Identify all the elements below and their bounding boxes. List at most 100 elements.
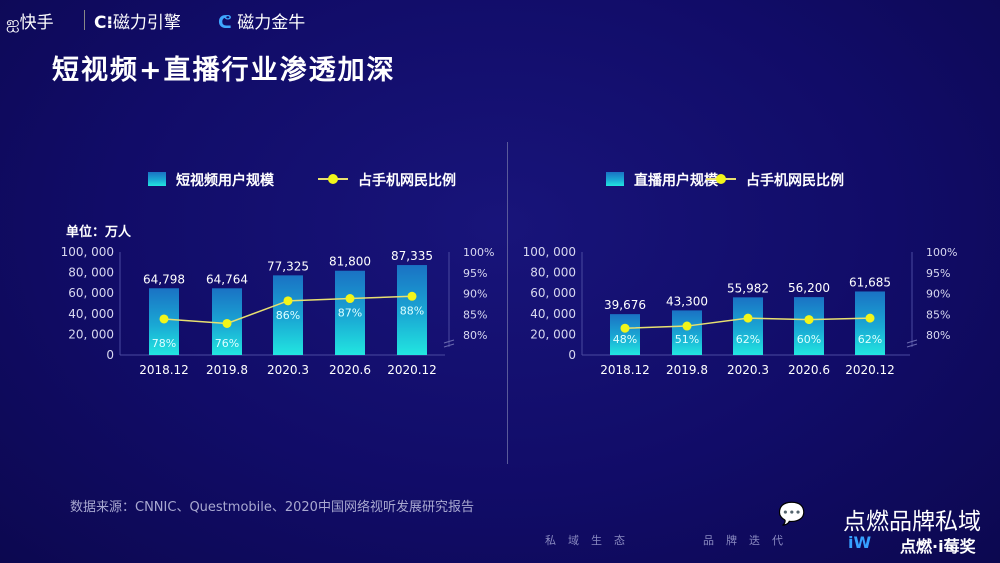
x-tick: 2020.6: [329, 363, 371, 377]
x-tick: 2019.8: [666, 363, 708, 377]
bar: [397, 265, 427, 355]
legend-bar-label: 直播用户规模: [634, 172, 719, 189]
legend-bar-swatch: [148, 172, 166, 186]
ratio-label: 62%: [736, 333, 760, 346]
y-right-tick: 80%: [926, 329, 950, 342]
y-left-tick: 20, 000: [530, 327, 576, 341]
bar-value-label: 61,685: [849, 275, 891, 289]
y-right-tick: 90%: [463, 288, 487, 301]
legend-line-label: 占手机网民比例: [746, 172, 844, 189]
wechat-icon: 💬: [778, 502, 806, 527]
x-tick: 2018.12: [600, 363, 650, 377]
y-left-tick: 100, 000: [61, 245, 114, 259]
x-tick: 2020.12: [845, 363, 895, 377]
ratio-point: [865, 313, 875, 323]
bar: [733, 297, 763, 355]
legend-line-marker: [328, 174, 338, 184]
bar-value-label: 87,335: [391, 249, 433, 263]
legend-line-marker: [716, 174, 726, 184]
bar-value-label: 55,982: [727, 281, 769, 295]
chart-divider: [507, 142, 508, 464]
ratio-point: [159, 314, 169, 324]
bar: [672, 310, 702, 355]
bar: [273, 275, 303, 355]
x-tick: 2019.8: [206, 363, 248, 377]
kuaishou-icon: ஐ: [6, 13, 20, 33]
y-left-tick: 20, 000: [68, 327, 114, 341]
y-right-tick: 90%: [926, 288, 950, 301]
footer-tagline-right: 品牌迭代: [703, 534, 795, 547]
y-right-tick: 95%: [463, 267, 487, 280]
y-right-tick: 85%: [926, 308, 950, 321]
y-left-tick: 60, 000: [68, 286, 114, 300]
x-tick: 2018.12: [139, 363, 189, 377]
ratio-label: 87%: [338, 307, 362, 320]
bar-value-label: 43,300: [666, 294, 708, 308]
cili-engine-logo: C⁝磁力引擎: [94, 13, 181, 33]
bar-value-label: 77,325: [267, 259, 309, 273]
ratio-point: [620, 323, 630, 333]
ratio-point: [743, 313, 753, 323]
bar: [794, 297, 824, 355]
ratio-label: 78%: [152, 337, 176, 350]
bar-value-label: 39,676: [604, 298, 646, 312]
bar: [855, 291, 885, 355]
y-right-tick: 100%: [926, 246, 957, 259]
bar: [610, 314, 640, 355]
y-left-tick: 100, 000: [523, 245, 576, 259]
bar-value-label: 81,800: [329, 255, 371, 269]
x-tick: 2020.3: [267, 363, 309, 377]
y-left-tick: 80, 000: [530, 266, 576, 280]
ratio-label: 86%: [276, 309, 300, 322]
y-left-tick: 0: [568, 348, 576, 362]
y-left-tick: 40, 000: [68, 307, 114, 321]
unit-label: 单位：万人: [66, 224, 132, 240]
footer-tagline-left: 私域生态: [545, 534, 637, 547]
award-logo: iW 点燃·i莓奖: [848, 533, 976, 556]
axis-break-mark: [906, 339, 918, 348]
y-left-tick: 80, 000: [68, 266, 114, 280]
bull-icon: ᕦ: [218, 13, 232, 33]
x-tick: 2020.3: [727, 363, 769, 377]
ratio-label: 76%: [215, 337, 239, 350]
ratio-label: 48%: [613, 333, 637, 346]
ratio-point: [283, 296, 293, 306]
bar-value-label: 64,764: [206, 272, 248, 286]
legend-line-label: 占手机网民比例: [358, 172, 456, 189]
ratio-label: 60%: [797, 333, 821, 346]
y-right-tick: 95%: [926, 267, 950, 280]
x-tick: 2020.6: [788, 363, 830, 377]
live-stream-chart: 直播用户规模 占手机网民比例 0 20, 000 40, 000 60, 000 80, 0…: [523, 172, 957, 377]
data-source: 数据来源：CNNIC、Questmobile、2020中国网络视听发展研究报告: [70, 500, 474, 515]
bar-value-label: 56,200: [788, 281, 830, 295]
wechat-account: 💬 点燃品牌私域: [778, 502, 981, 535]
bar-value-label: 64,798: [143, 272, 185, 286]
cili-c-icon: C⁝: [94, 13, 113, 33]
axis-break-mark: [443, 339, 455, 348]
x-tick: 2020.12: [387, 363, 437, 377]
y-left-tick: 40, 000: [530, 307, 576, 321]
page-title: 短视频+直播行业渗透加深: [52, 55, 396, 86]
award-icon: iW: [848, 533, 872, 552]
logo-divider: [84, 10, 85, 30]
bar: [335, 270, 365, 355]
ratio-point: [345, 294, 355, 304]
ratio-point: [222, 318, 232, 328]
y-right-tick: 80%: [463, 329, 487, 342]
legend-bar-swatch: [606, 172, 624, 186]
legend-bar-label: 短视频用户规模: [176, 172, 275, 189]
ratio-point: [407, 291, 417, 301]
y-right-tick: 85%: [463, 308, 487, 321]
ratio-label: 88%: [400, 304, 424, 317]
y-left-tick: 0: [106, 348, 114, 362]
y-left-tick: 60, 000: [530, 286, 576, 300]
ratio-point: [682, 321, 692, 331]
ratio-label: 62%: [858, 333, 882, 346]
ratio-label: 51%: [675, 333, 699, 346]
y-right-tick: 100%: [463, 246, 494, 259]
kuaishou-logo: ஐ快手: [6, 13, 54, 33]
cili-jinniu-logo: ᕦ 磁力金牛: [218, 13, 306, 33]
ratio-point: [804, 315, 814, 325]
